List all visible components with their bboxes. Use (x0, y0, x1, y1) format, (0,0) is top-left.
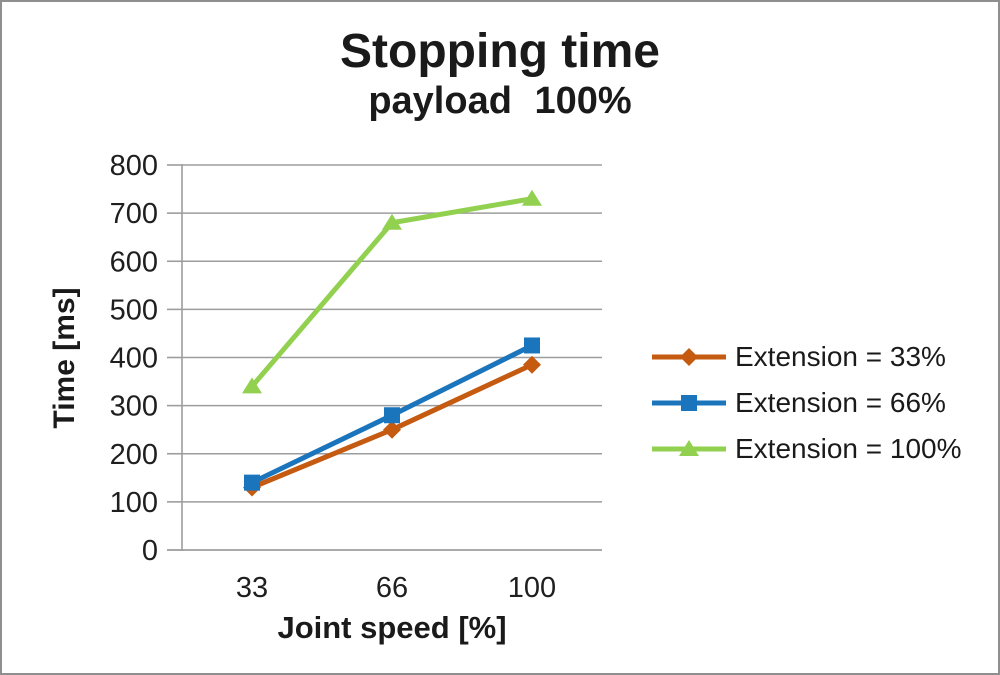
y-tick-label: 600 (110, 246, 158, 278)
marker-triangle-icon (382, 213, 402, 230)
x-tick-label: 33 (236, 572, 268, 604)
legend-item: Extension = 100% (650, 433, 962, 464)
marker-square-icon (524, 337, 540, 354)
x-tick-label: 100 (508, 572, 556, 604)
legend-label: Extension = 66% (735, 387, 946, 418)
marker-square-icon (681, 395, 697, 411)
chart-title: Stopping time (340, 25, 660, 78)
legend-square-icon (652, 395, 726, 411)
marker-triangle-icon (679, 440, 699, 456)
y-tick-label: 0 (142, 535, 158, 567)
y-tick-label: 200 (110, 439, 158, 471)
x-axis-title: Joint speed [%] (277, 610, 507, 645)
chart-subtitle: payload 100% (368, 80, 632, 122)
marker-square-icon (244, 474, 260, 491)
y-tick-label: 100 (110, 487, 158, 519)
legend-label: Extension = 100% (735, 433, 962, 464)
chart-legend: Extension = 33% Extension = 66% Extension … (650, 341, 962, 464)
legend-triangle-icon (652, 440, 726, 456)
legend-item: Extension = 66% (650, 387, 962, 418)
marker-triangle-icon (242, 377, 262, 394)
y-tick-label: 500 (110, 294, 158, 326)
legend-label: Extension = 33% (735, 341, 946, 372)
y-tick-label: 800 (110, 150, 158, 182)
y-tick-label: 700 (110, 198, 158, 230)
marker-square-icon (384, 407, 400, 424)
marker-diamond-icon (680, 348, 698, 366)
legend-diamond-icon (652, 348, 726, 366)
series-diamond (243, 355, 541, 497)
y-tick-label: 400 (110, 343, 158, 375)
series-square (244, 337, 540, 491)
series-triangle (242, 189, 542, 394)
legend-item: Extension = 33% (650, 341, 962, 372)
y-axis-title: Time [ms] (48, 287, 81, 429)
marker-diamond-icon (383, 420, 401, 439)
marker-diamond-icon (523, 355, 541, 374)
marker-triangle-icon (522, 189, 542, 206)
x-tick-label: 66 (376, 572, 408, 604)
y-tick-label: 300 (110, 391, 158, 423)
